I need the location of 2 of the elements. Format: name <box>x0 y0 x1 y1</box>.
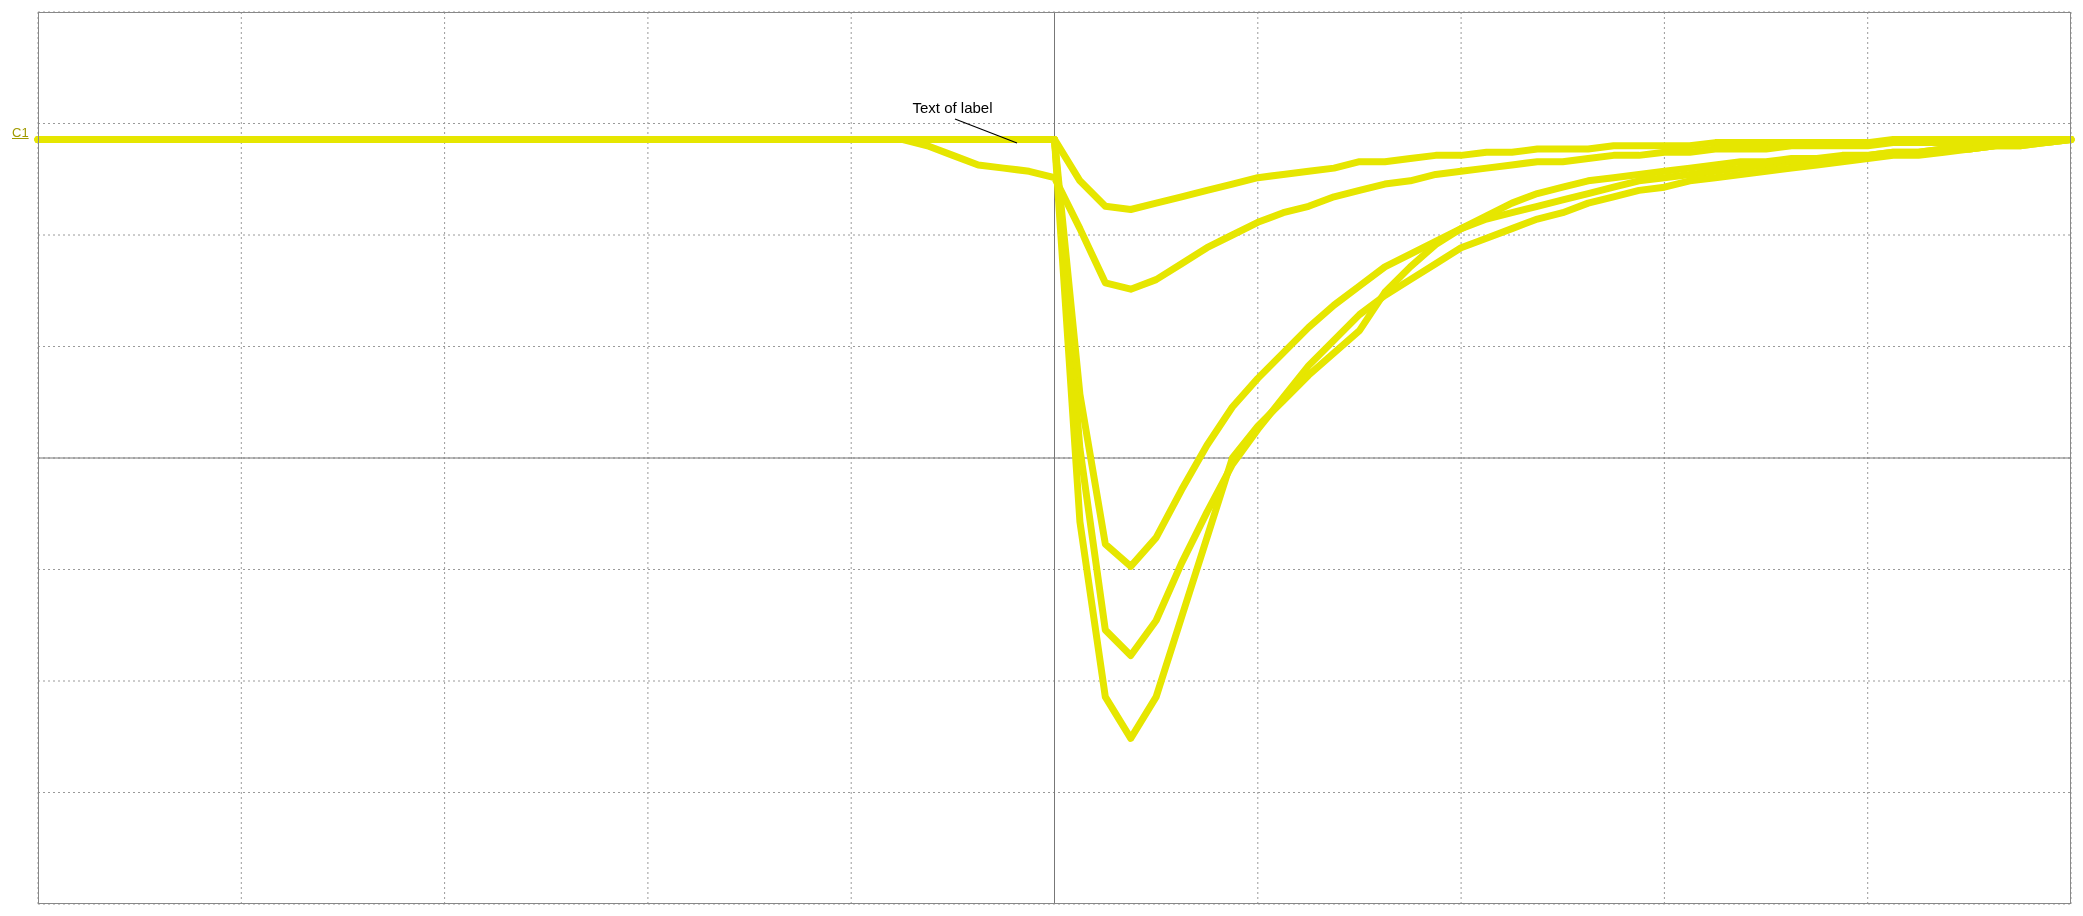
text: Text of label <box>912 99 993 117</box>
text: C1 <box>12 125 29 141</box>
